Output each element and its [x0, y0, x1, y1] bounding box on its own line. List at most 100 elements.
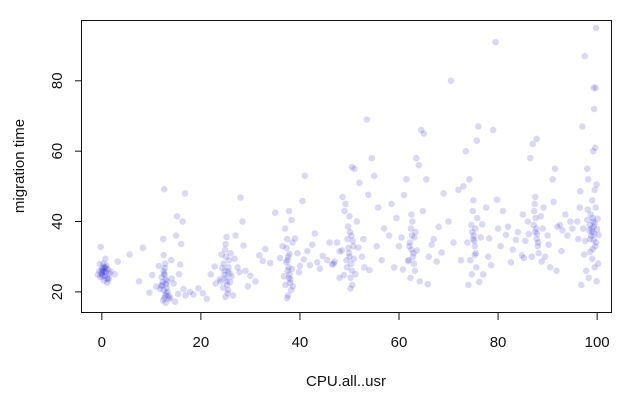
data-point [160, 267, 167, 275]
data-point [344, 235, 351, 243]
data-point [593, 226, 601, 233]
data-point [222, 293, 229, 301]
data-point [228, 273, 235, 280]
data-point [104, 266, 112, 273]
data-point [239, 218, 246, 225]
data-point [114, 258, 121, 265]
data-point [223, 281, 231, 289]
data-point [591, 242, 599, 250]
data-point [587, 232, 595, 239]
data-point [182, 292, 189, 299]
data-point [345, 244, 352, 252]
data-point [591, 264, 598, 271]
data-point [165, 295, 173, 303]
data-point [103, 275, 111, 282]
data-point [361, 264, 368, 271]
data-point [415, 161, 423, 169]
data-point [289, 283, 297, 290]
data-point [326, 239, 334, 246]
data-point [586, 221, 593, 229]
data-point [592, 204, 599, 211]
data-point [287, 286, 295, 294]
data-point [553, 267, 560, 275]
data-point [146, 289, 153, 296]
data-point [284, 292, 292, 299]
data-point [160, 251, 167, 259]
data-point [288, 265, 296, 273]
data-point [342, 200, 349, 208]
data-point [549, 176, 556, 183]
data-point [101, 272, 109, 280]
data-point [413, 247, 421, 254]
data-point [186, 288, 194, 296]
data-point [161, 271, 168, 279]
data-point [564, 232, 571, 239]
data-point [584, 206, 591, 213]
data-point [583, 216, 591, 224]
data-point [111, 271, 118, 278]
data-point [484, 253, 492, 260]
data-point [285, 207, 293, 215]
x-tick-label: 20 [193, 334, 210, 351]
data-point [319, 252, 327, 260]
data-point [279, 242, 286, 250]
data-point [97, 243, 105, 251]
data-point [348, 163, 356, 171]
data-point [408, 211, 415, 218]
data-point [589, 214, 596, 222]
data-point [176, 261, 184, 268]
data-point [363, 116, 371, 123]
data-point [99, 273, 107, 280]
data-point [408, 232, 416, 239]
data-point [366, 266, 373, 274]
data-point [592, 24, 600, 32]
data-point [341, 207, 348, 215]
data-point [286, 279, 294, 287]
data-point [534, 242, 541, 250]
data-point [173, 213, 181, 220]
data-point [585, 274, 592, 282]
data-point [236, 268, 243, 276]
y-tick-label: 40 [49, 213, 66, 230]
data-point [105, 276, 112, 283]
data-point [509, 246, 517, 253]
data-point [471, 251, 479, 259]
data-point [96, 267, 103, 275]
data-point [588, 197, 596, 204]
data-point [455, 186, 462, 194]
data-point [168, 275, 175, 282]
data-point [276, 254, 284, 262]
data-point [203, 295, 211, 303]
data-point [343, 256, 350, 264]
data-point [529, 140, 536, 148]
data-point [309, 241, 316, 248]
data-point [160, 286, 167, 294]
data-point [294, 249, 301, 257]
data-point [288, 216, 295, 224]
data-point [323, 256, 331, 264]
data-point [344, 223, 352, 230]
data-point [418, 126, 425, 134]
data-point [581, 52, 589, 60]
data-point [485, 235, 493, 242]
data-point [160, 270, 168, 277]
data-point [580, 225, 587, 232]
y-axis-label: migration time [11, 119, 28, 213]
data-point [400, 191, 408, 199]
data-point [457, 256, 465, 264]
data-point [590, 236, 597, 244]
data-point [284, 253, 292, 260]
data-point [179, 218, 186, 225]
data-point [588, 225, 595, 232]
data-point [94, 271, 102, 279]
data-point [586, 248, 594, 256]
data-point [162, 276, 169, 283]
data-point [98, 269, 106, 277]
data-point [222, 240, 229, 248]
data-point [225, 256, 233, 264]
data-point [590, 84, 597, 92]
data-point [419, 207, 427, 215]
data-point [507, 259, 515, 266]
data-point [333, 239, 341, 246]
